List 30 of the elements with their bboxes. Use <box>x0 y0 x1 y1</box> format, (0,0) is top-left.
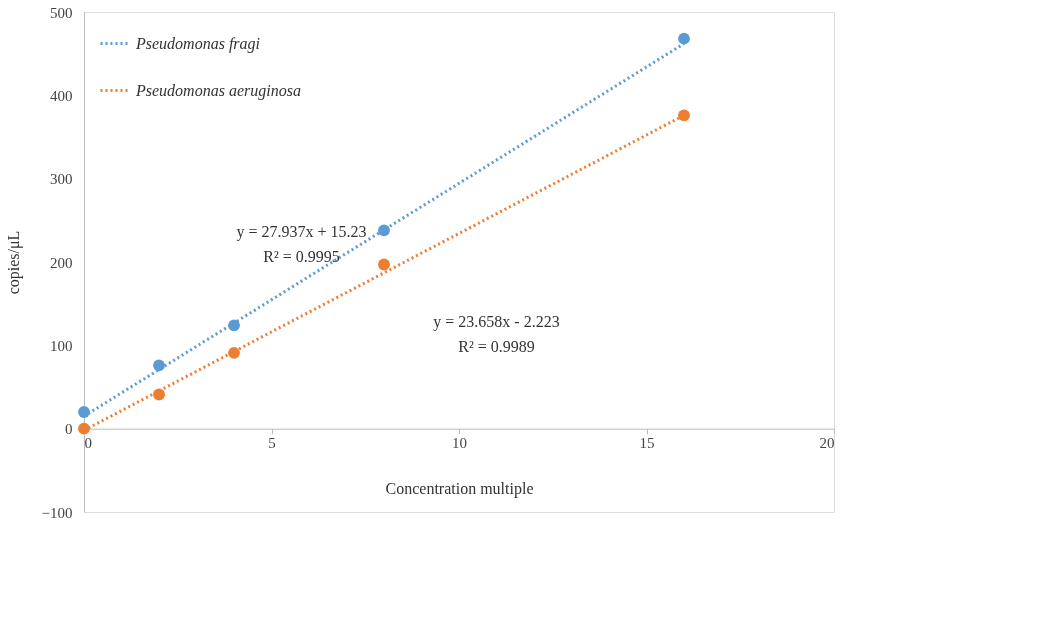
point <box>378 224 390 237</box>
x-tick-label: 15 <box>639 435 655 452</box>
annotation: y = 23.658x - 2.223 <box>433 313 560 331</box>
y-tick-label: −100 <box>41 504 73 521</box>
point <box>78 422 90 435</box>
annotation: R² = 0.9995 <box>263 248 340 265</box>
y-tick-label: 400 <box>50 87 73 104</box>
annotation: R² = 0.9989 <box>458 338 535 355</box>
y-tick-label: 300 <box>50 171 73 188</box>
y-tick-label: 0 <box>65 421 73 438</box>
x-tick-label: 10 <box>452 435 467 452</box>
point <box>678 109 690 122</box>
point <box>678 32 690 45</box>
legend-label: Pseudomonas aeruginosa <box>135 81 301 100</box>
x-axis-title: Concentration multiple <box>385 480 534 499</box>
y-tick-label: 200 <box>50 254 73 271</box>
y-tick-label: 100 <box>50 337 73 354</box>
x-tick-label: 20 <box>819 435 835 452</box>
y-tick-label: 500 <box>50 4 73 21</box>
x-tick-label: 5 <box>268 435 276 452</box>
x-tick-label: 0 <box>84 435 92 452</box>
legend-label: Pseudomonas fragi <box>135 34 260 53</box>
point <box>78 406 90 418</box>
point <box>228 319 240 332</box>
point <box>228 346 240 359</box>
annotation: y = 27.937x + 15.23 <box>236 223 367 241</box>
point <box>378 258 390 271</box>
y-axis-title: copies/μL <box>4 230 23 295</box>
point <box>153 388 165 401</box>
point <box>153 359 165 372</box>
